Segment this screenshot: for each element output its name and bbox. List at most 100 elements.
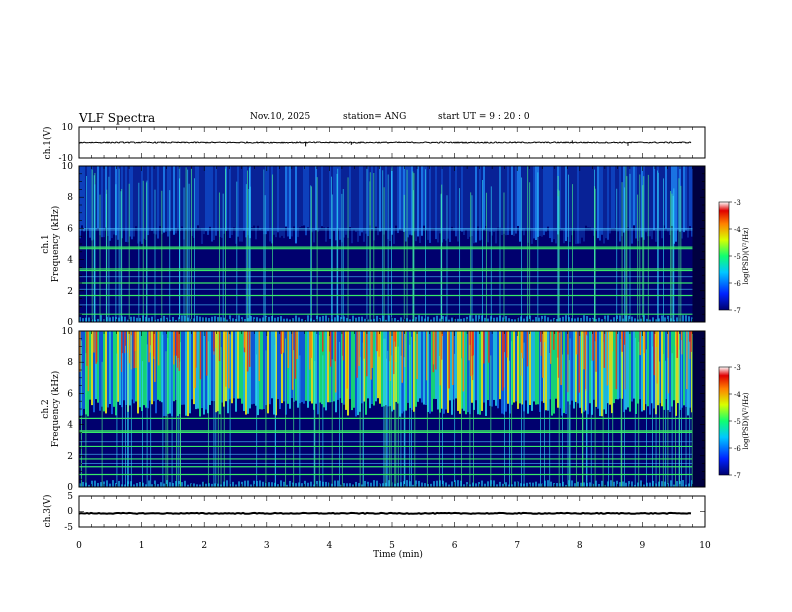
spec-column <box>533 166 535 239</box>
spec-bottom-noise <box>142 315 144 322</box>
spec-bottom-noise <box>109 483 111 487</box>
spec-streak <box>542 331 544 378</box>
spec-bottom-noise <box>409 481 411 487</box>
spec-streak <box>557 331 559 358</box>
spec-column <box>297 331 299 408</box>
spec-bottom-noise <box>487 481 489 487</box>
spec-column <box>579 166 581 244</box>
spec-column <box>251 166 253 228</box>
spec-bottom-noise <box>370 319 372 322</box>
spec-bottom-noise <box>220 317 222 322</box>
spec-column <box>619 166 621 242</box>
spec-bottom-noise <box>454 480 456 487</box>
spec-column <box>577 166 579 244</box>
spec-bottom-noise <box>148 317 150 322</box>
spec-bottom-noise <box>523 318 525 322</box>
spec-bottom-noise <box>94 319 96 322</box>
spec-column <box>227 166 229 229</box>
spec-bottom-noise <box>664 317 666 322</box>
spec-column <box>575 166 577 244</box>
spec-column <box>461 331 463 409</box>
spec-column <box>321 331 323 405</box>
spec-column <box>427 166 429 240</box>
spec-column <box>381 166 383 232</box>
spec-column <box>429 331 431 414</box>
spec-bottom-noise <box>358 483 360 487</box>
spec-column <box>339 166 341 240</box>
spec-column <box>409 166 411 235</box>
spec-bottom-noise <box>361 316 363 322</box>
spec-bottom-noise <box>376 315 378 322</box>
spec-column <box>543 331 545 403</box>
spec-column <box>599 166 601 241</box>
spec-column <box>351 166 353 244</box>
spec-streak <box>134 331 137 352</box>
spec-column <box>375 166 377 227</box>
spec-column <box>583 331 585 412</box>
spec-column <box>453 331 455 400</box>
spec-bottom-noise <box>85 317 87 322</box>
spec-bottom-noise <box>691 317 693 322</box>
y-tick-label: 5 <box>67 492 73 502</box>
spec-bottom-noise <box>400 482 402 487</box>
spec-bottom-noise <box>94 480 96 487</box>
spec-bottom-noise <box>442 316 444 322</box>
spec-column <box>205 166 207 232</box>
spec-column <box>601 331 603 417</box>
spec-column <box>421 166 423 236</box>
spec-streak <box>549 331 552 364</box>
spec-column <box>267 166 269 232</box>
spec-column <box>257 166 259 226</box>
spec-column <box>451 166 453 227</box>
spec-bottom-noise <box>151 316 153 322</box>
spec-bottom-noise <box>97 318 99 322</box>
spec-column <box>653 166 655 231</box>
spec-column <box>381 331 383 407</box>
spec-bottom-noise <box>556 483 558 487</box>
spec-column <box>237 166 239 237</box>
spec-column <box>139 166 141 242</box>
spec-bottom-noise <box>370 482 372 487</box>
spec-bottom-noise <box>331 483 333 487</box>
spec-column <box>111 331 113 415</box>
spec-column <box>305 331 307 401</box>
spec-column <box>687 166 689 238</box>
spec-column <box>651 166 653 240</box>
spec-column <box>377 331 379 399</box>
spec-streak <box>120 331 123 372</box>
y-tick-label: 6 <box>67 224 73 234</box>
spec-bottom-noise <box>223 481 225 487</box>
spec-column <box>467 331 469 413</box>
spec-column <box>273 331 275 415</box>
spec-column <box>255 166 257 240</box>
spec-bottom-noise <box>532 319 534 322</box>
spec-bottom-noise <box>634 484 636 487</box>
spec-bottom-noise <box>235 318 237 322</box>
spec-bottom-noise <box>430 483 432 487</box>
spec-bottom-noise <box>436 315 438 322</box>
spec-bottom-noise <box>622 318 624 322</box>
spec-column <box>515 331 517 402</box>
spec-column <box>641 166 643 238</box>
spec-column <box>415 166 417 242</box>
spec-column <box>483 166 485 230</box>
spec-column <box>281 166 283 236</box>
spec-streak <box>462 331 464 358</box>
spec-column <box>435 166 437 240</box>
spec-bottom-noise <box>490 316 492 322</box>
spec-column <box>473 166 475 244</box>
spec-streak <box>246 331 249 372</box>
spec-column <box>271 331 273 399</box>
spec-column <box>255 331 257 406</box>
chart-title: VLF Spectra <box>79 111 156 125</box>
spec-column <box>481 331 483 411</box>
spec-column <box>275 166 277 238</box>
spec-column <box>109 166 111 241</box>
spec-bottom-noise <box>352 484 354 487</box>
spec-column <box>379 166 381 232</box>
spec-column <box>611 166 613 229</box>
spec-column <box>499 331 501 400</box>
spec-bottom-noise <box>394 483 396 487</box>
spec-column <box>609 331 611 405</box>
spec-bottom-noise <box>682 480 684 487</box>
